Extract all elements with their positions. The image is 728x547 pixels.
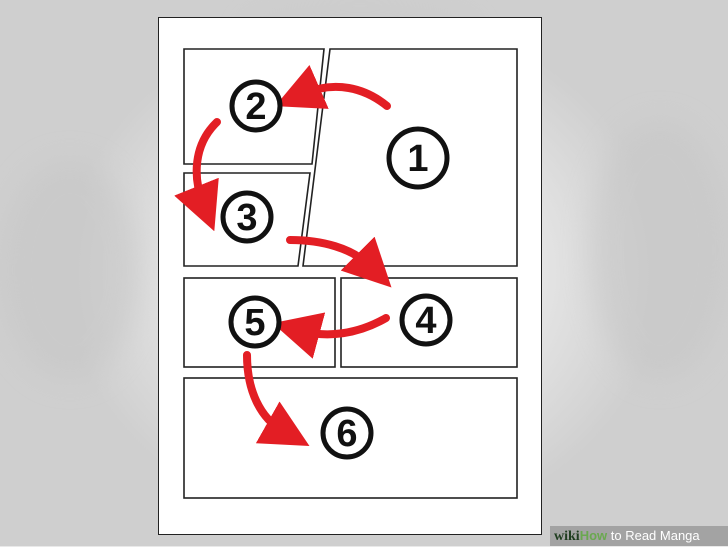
number-circle-2: 2: [229, 79, 283, 133]
background-smudge-right: [590, 120, 728, 380]
arrow-4-to-5: [272, 312, 390, 359]
panel-2-frame: [183, 48, 325, 165]
arrow-1-to-2: [275, 64, 391, 110]
number-circle-1: 1: [386, 126, 450, 190]
number-label-5: 5: [244, 302, 265, 344]
number-label-3: 3: [236, 197, 257, 239]
arrow-3-to-4: [286, 236, 392, 288]
watermark-wiki: wiki: [554, 529, 580, 544]
number-circle-6: 6: [320, 406, 374, 460]
number-label-1: 1: [407, 138, 428, 180]
number-label-4: 4: [415, 300, 436, 342]
wikihow-watermark: wikiHow to Read Manga: [550, 526, 728, 546]
arrow-2-to-3: [174, 118, 221, 232]
number-label-6: 6: [336, 413, 357, 455]
number-label-2: 2: [245, 86, 266, 128]
arrow-5-to-6: [243, 351, 310, 446]
number-circle-4: 4: [399, 293, 453, 347]
panel-4-frame: [340, 277, 518, 368]
background-smudge-left: [0, 160, 140, 380]
panel-1-frame: [302, 48, 518, 267]
panel-5-frame: [183, 277, 336, 368]
watermark-title: to Read Manga: [607, 528, 700, 543]
panel-3-frame: [183, 172, 311, 267]
panel-6-frame: [183, 377, 518, 499]
number-circle-3: 3: [220, 190, 274, 244]
watermark-how: How: [579, 528, 608, 543]
number-circle-5: 5: [228, 295, 282, 349]
